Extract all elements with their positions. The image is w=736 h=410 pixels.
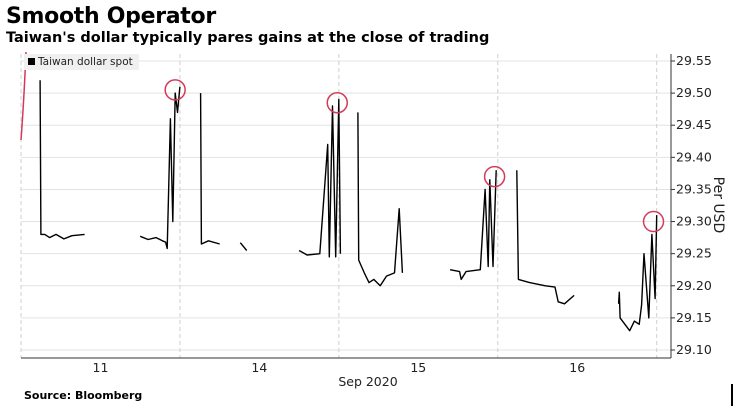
x-axis-label: Sep 2020 — [338, 374, 397, 389]
y-tick-label: 29.45 — [676, 117, 712, 132]
x-tick-label: 15 — [410, 360, 426, 375]
y-tick-label: 29.35 — [676, 181, 712, 196]
y-tick-label: 29.10 — [676, 342, 712, 357]
y-tick-label: 29.50 — [676, 85, 712, 100]
y-tick-label: 29.15 — [676, 310, 712, 325]
y-tick-label: 29.30 — [676, 214, 712, 229]
y-tick-label: 29.40 — [676, 149, 712, 164]
source-note: Source: Bloomberg — [24, 389, 143, 402]
x-tick-label: 16 — [569, 360, 585, 375]
series-line-segment — [357, 112, 404, 287]
series-line-segment — [139, 86, 181, 250]
series-line-segment — [298, 98, 342, 258]
highlight-circles — [164, 79, 665, 233]
legend-swatch — [28, 58, 35, 65]
legend-label: Taiwan dollar spot — [38, 56, 133, 68]
x-ticks: 11 14 15 16 — [93, 360, 586, 375]
y-tick-label: 29.20 — [676, 278, 712, 293]
series-line — [39, 80, 658, 332]
series-line-segment — [617, 215, 658, 332]
text-cursor — [731, 384, 733, 406]
series-line-segment — [449, 170, 497, 281]
highlight-circle — [326, 91, 349, 114]
series-line-segment — [239, 242, 248, 251]
series-line-segment — [516, 170, 575, 305]
series-line-segment — [199, 93, 220, 245]
legend: Taiwan dollar spot — [24, 54, 139, 70]
y-axis-label: Per USD — [710, 177, 726, 234]
highlight-circle — [642, 210, 665, 233]
chart-subtitle: Taiwan's dollar typically pares gains at… — [6, 30, 490, 46]
highlight-circle — [483, 165, 506, 188]
grid — [21, 60, 671, 351]
x-tick-label: 14 — [251, 360, 267, 375]
y-tick-label: 29.25 — [676, 246, 712, 261]
chart-title: Smooth Operator — [6, 4, 216, 29]
x-tick-label: 11 — [93, 360, 109, 375]
highlight-circle — [164, 79, 186, 101]
y-ticks: 29.10 29.15 29.20 29.25 29.30 29.35 29.40 29.45… — [671, 53, 712, 357]
series-line-segment — [39, 80, 85, 240]
y-tick-label: 29.55 — [676, 53, 712, 68]
